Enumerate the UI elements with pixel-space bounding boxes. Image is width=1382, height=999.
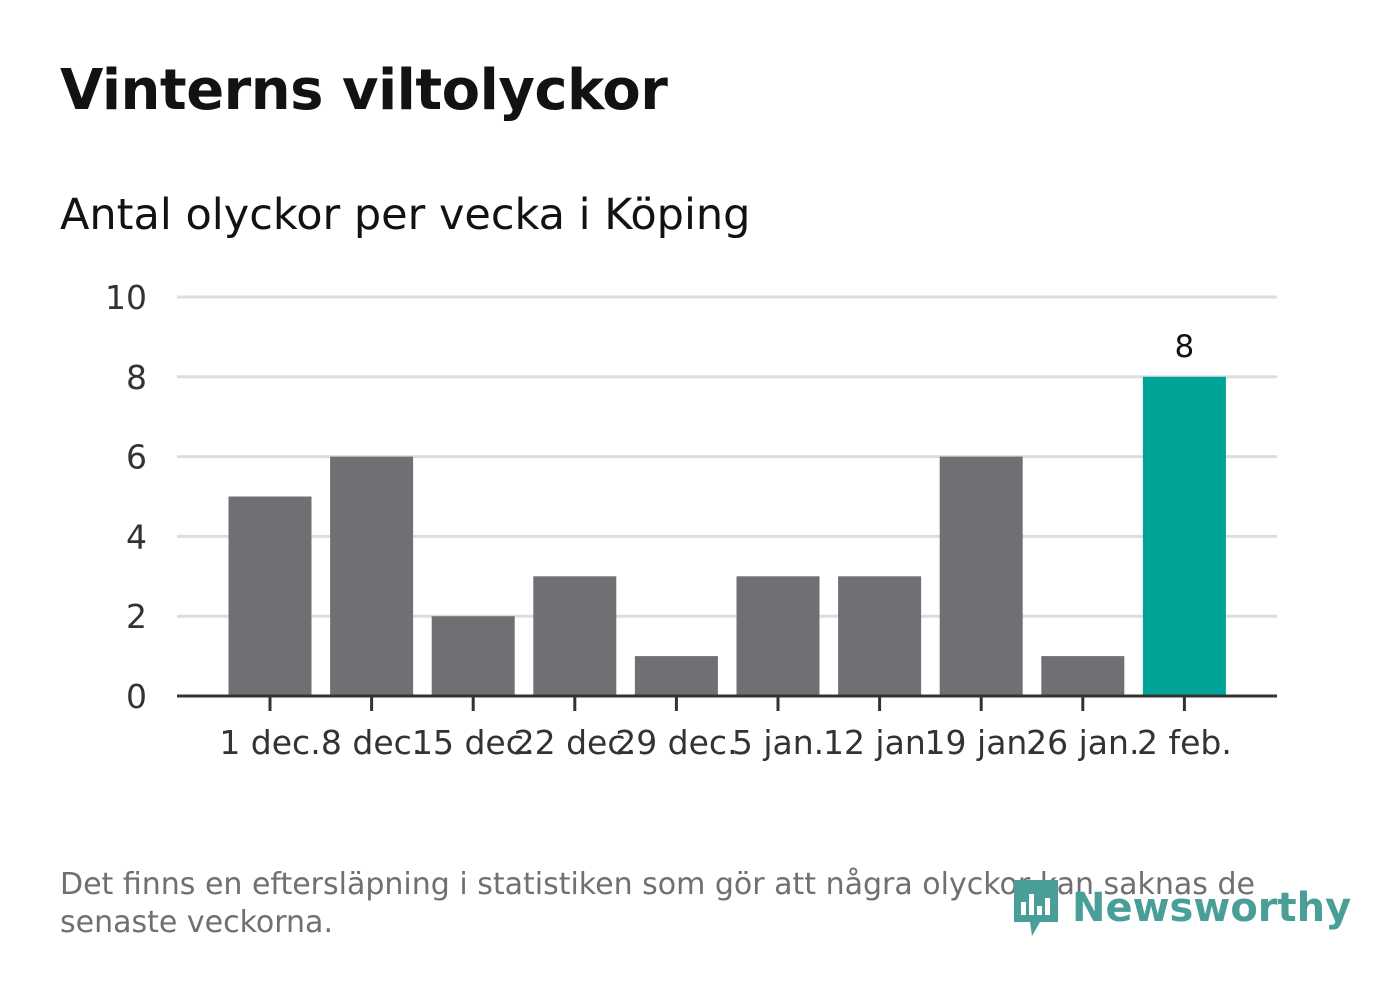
y-tick-label: 4 (126, 517, 147, 556)
y-tick-label: 2 (126, 597, 147, 636)
data-label: 8 (1175, 329, 1195, 365)
y-tick-label: 6 (126, 438, 147, 477)
bar-5 (634, 656, 718, 696)
chart-subtitle: Antal olyckor per vecka i Köping (60, 190, 751, 240)
y-tick-label: 0 (126, 677, 147, 716)
y-tick-label: 8 (126, 358, 147, 397)
bar-8 (939, 456, 1023, 696)
chart-title: Vinterns viltolyckor (60, 58, 668, 123)
bars (228, 376, 1226, 696)
bar-4 (533, 576, 617, 696)
x-tick-label: 8 dec. (321, 723, 422, 762)
x-tick-label: 5 jan. (732, 723, 824, 762)
bar-7 (838, 576, 922, 696)
x-axis (177, 694, 1277, 711)
brand-name: Newsworthy (1072, 885, 1352, 931)
bar-2 (330, 456, 414, 696)
bar-1 (228, 496, 312, 696)
bar-3 (431, 616, 515, 696)
x-tick-label: 19 jan. (925, 723, 1038, 762)
x-tick-label: 29 dec. (615, 723, 737, 762)
x-tick-label: 12 jan. (823, 723, 936, 762)
bar-chart-speech-bubble-icon (1014, 880, 1058, 936)
bar-6 (736, 576, 820, 696)
tick-labels: 0 2 4 6 8 10 8 1 dec. 8 dec.15 dec.22 dec.29 dec… (105, 278, 1232, 762)
bar-9 (1041, 656, 1125, 696)
x-tick-label: 1 dec. (219, 723, 320, 762)
x-tick-label: 26 jan. (1026, 723, 1139, 762)
newsworthy-logo: Newsworthy (1010, 876, 1351, 940)
y-tick-label: 10 (105, 278, 147, 317)
x-tick-label: 22 dec. (514, 723, 636, 762)
x-tick-label: 15 dec. (412, 723, 534, 762)
bar-10 (1142, 376, 1226, 696)
x-tick-label: 2 feb. (1137, 723, 1232, 762)
